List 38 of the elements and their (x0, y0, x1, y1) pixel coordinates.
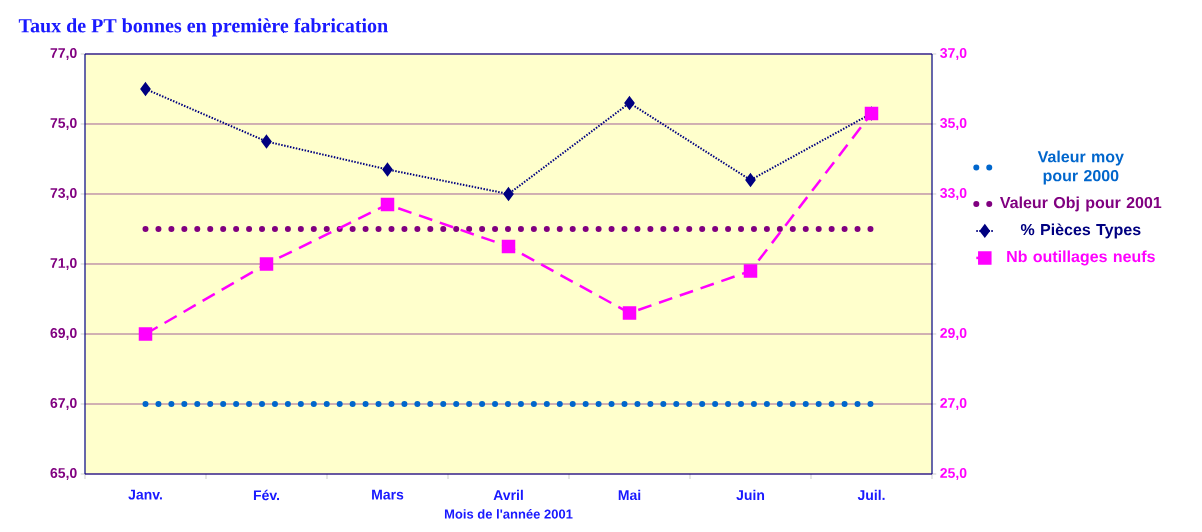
y-tick-label: 77,0 (50, 48, 77, 60)
point (138, 327, 153, 341)
y-tick-label: 73,0 (50, 188, 77, 200)
point (501, 239, 516, 254)
point (261, 135, 272, 148)
point (743, 264, 758, 278)
x-tick-label: Mai (618, 489, 641, 501)
y-tick-label: 75,0 (50, 118, 77, 130)
x-tick-label: Avril (493, 489, 523, 500)
legend-label: Valeur Obj pour 2001 (1000, 196, 1162, 212)
point (259, 257, 274, 271)
y2-tick-label: 37,0 (940, 48, 967, 60)
y-tick-label: 69,0 (50, 328, 77, 340)
x-tick-label: Juil. (857, 489, 885, 501)
x-tick-label: Juin (736, 489, 765, 501)
y2-tick-label: 35,0 (940, 118, 967, 130)
x-tick-label: Mars (372, 489, 404, 500)
y2-tick-label: 27,0 (940, 398, 967, 410)
y2-tick-label: 25,0 (940, 468, 967, 480)
y2-tick-label: 29,0 (940, 328, 967, 340)
x-axis-title: Mois de l'année 2001 (444, 509, 573, 519)
point (140, 82, 151, 96)
point (503, 187, 514, 201)
y-tick-label: 65,0 (50, 468, 77, 480)
point (380, 197, 395, 212)
legend-label: Nb outillages neufs (1007, 250, 1155, 266)
point (624, 96, 635, 110)
chart-title: Taux de PT bonnes en première fabrication (18, 18, 388, 37)
y-tick-label: 67,0 (50, 398, 77, 410)
point (382, 163, 393, 176)
x-tick-label: Fév. (253, 489, 280, 501)
x-tick-label: Janv. (128, 489, 162, 500)
y2-tick-label: 33,0 (940, 188, 967, 200)
point (745, 173, 756, 187)
y-tick-label: 71,0 (50, 258, 77, 270)
point (622, 306, 637, 320)
text: Valeur moy pour 2000 (1037, 150, 1124, 185)
legend-label: % Pièces Types (1020, 223, 1141, 239)
